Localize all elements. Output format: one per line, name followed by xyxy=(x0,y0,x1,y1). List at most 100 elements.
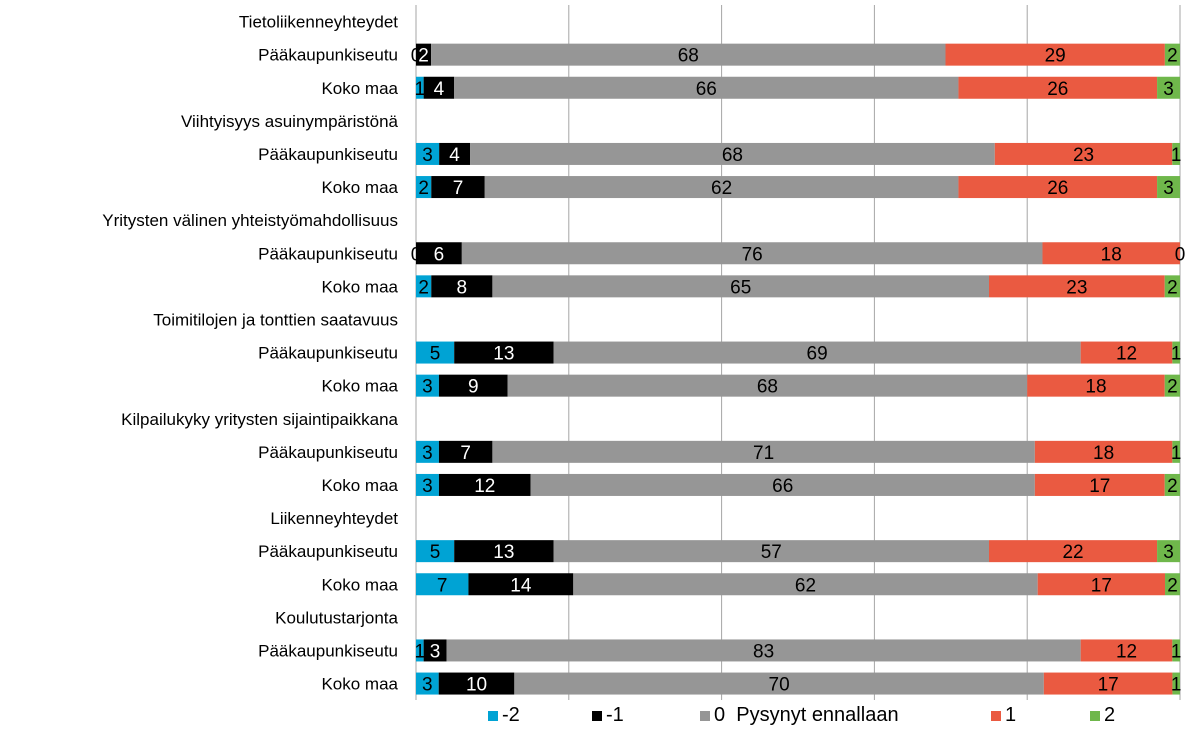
data-label: 0 xyxy=(1175,244,1186,265)
category-label: Koko maa xyxy=(321,377,398,396)
bar-segment xyxy=(416,473,439,496)
data-label: 26 xyxy=(1047,178,1068,199)
legend-item: 1 xyxy=(991,704,1016,727)
category-label: Pääkaupunkiseutu xyxy=(258,145,398,164)
data-label: 62 xyxy=(711,178,732,199)
bar-segment xyxy=(492,440,1035,463)
data-label: 83 xyxy=(753,641,774,662)
data-label: 4 xyxy=(434,79,445,100)
bar-segment xyxy=(416,76,424,99)
data-label: 6 xyxy=(434,244,445,265)
bar-segment xyxy=(514,672,1044,695)
group-label: Kilpailukyky yritysten sijaintipaikkana xyxy=(121,410,398,429)
data-label: 17 xyxy=(1098,675,1119,696)
bar-segment xyxy=(416,142,440,165)
data-label: 2 xyxy=(1167,575,1178,596)
group-label: Viihtyisyys asuinympäristönä xyxy=(181,112,399,131)
data-label: 22 xyxy=(1062,542,1083,563)
data-label: 71 xyxy=(753,443,774,464)
bar-segment xyxy=(1157,176,1180,199)
legend-label: 2 xyxy=(1104,704,1116,726)
data-label: 12 xyxy=(1116,344,1137,365)
bar-segment xyxy=(958,76,1158,99)
data-label: 26 xyxy=(1047,79,1068,100)
data-label: 3 xyxy=(1163,542,1174,563)
category-label: Koko maa xyxy=(321,476,398,495)
category-label: Pääkaupunkiseutu xyxy=(258,344,398,363)
bar-segment xyxy=(454,341,554,364)
bar-segment xyxy=(1034,473,1165,496)
data-label: 14 xyxy=(510,575,532,596)
bar-segment xyxy=(416,43,432,66)
data-label: 10 xyxy=(466,675,487,696)
bar-segment xyxy=(416,176,432,199)
category-label: Koko maa xyxy=(321,575,398,594)
legend-label: -1 xyxy=(606,704,624,726)
bar-segment xyxy=(446,639,1081,662)
data-label: 5 xyxy=(430,344,441,365)
data-label: 17 xyxy=(1089,476,1110,497)
bar-segment xyxy=(1172,639,1180,662)
bar-segment xyxy=(416,540,455,563)
category-label: Koko maa xyxy=(321,178,398,197)
data-label: 2 xyxy=(1167,277,1178,298)
bar-segment xyxy=(468,573,574,596)
bar-segment xyxy=(573,573,1038,596)
bar-segment xyxy=(1043,672,1173,695)
legend-swatch xyxy=(991,710,1001,721)
legend-label: -2 xyxy=(502,704,520,726)
data-label: 5 xyxy=(430,542,441,563)
bar-segment xyxy=(530,473,1035,496)
bar-segment xyxy=(553,341,1081,364)
data-label: 70 xyxy=(769,675,790,696)
data-label: 3 xyxy=(1163,79,1174,100)
bar-segment xyxy=(958,176,1158,199)
data-label: 69 xyxy=(807,344,828,365)
bar-segment xyxy=(1080,639,1173,662)
bar-segment xyxy=(1042,242,1180,265)
data-label: 3 xyxy=(422,377,433,398)
legend-item: -2 xyxy=(488,704,520,727)
bar-segment xyxy=(1157,76,1180,99)
bar-segment xyxy=(994,142,1173,165)
group-label: Yritysten välinen yhteistyömahdollisuus xyxy=(102,211,398,230)
data-label: 3 xyxy=(422,443,433,464)
group-label: Koulutustarjonta xyxy=(275,608,398,627)
data-label: 7 xyxy=(460,443,471,464)
bar-segment xyxy=(431,275,493,298)
category-label: Pääkaupunkiseutu xyxy=(258,641,398,660)
data-label: 13 xyxy=(493,344,514,365)
bar-segment xyxy=(431,176,485,199)
data-label: 2 xyxy=(1167,46,1178,67)
bar-segment xyxy=(1172,341,1180,364)
data-label: 13 xyxy=(493,542,514,563)
data-label: 1 xyxy=(1171,443,1182,464)
data-label: 29 xyxy=(1045,46,1066,67)
bar-segment xyxy=(1034,440,1173,463)
data-label: 3 xyxy=(430,641,441,662)
legend-label: 0 Pysynyt ennallaan xyxy=(714,704,899,726)
bar-segment xyxy=(416,374,439,397)
bar-segment xyxy=(416,242,462,265)
bar-segment xyxy=(431,43,946,66)
data-label: 3 xyxy=(422,675,433,696)
bar-segment xyxy=(1164,43,1180,66)
bar-segment xyxy=(438,440,493,463)
legend-swatch xyxy=(1090,710,1100,721)
data-label: 2 xyxy=(1167,476,1178,497)
data-label: 2 xyxy=(418,178,429,199)
bar-segment xyxy=(1027,374,1165,397)
data-label: 1 xyxy=(415,641,426,662)
stacked-bar-chart: 0268292146626334682312762263067618028652… xyxy=(102,5,1186,700)
data-label: 17 xyxy=(1091,575,1112,596)
bar-segment xyxy=(1164,374,1180,397)
data-label: 3 xyxy=(422,476,433,497)
data-label: 65 xyxy=(730,277,751,298)
bar-segment xyxy=(416,341,455,364)
bar-segment xyxy=(438,672,515,695)
data-label: 68 xyxy=(722,145,743,166)
bar-segment xyxy=(416,639,424,662)
bar-segment xyxy=(989,275,1165,298)
bar-segment xyxy=(945,43,1165,66)
group-label: Liikenneyhteydet xyxy=(270,509,398,528)
